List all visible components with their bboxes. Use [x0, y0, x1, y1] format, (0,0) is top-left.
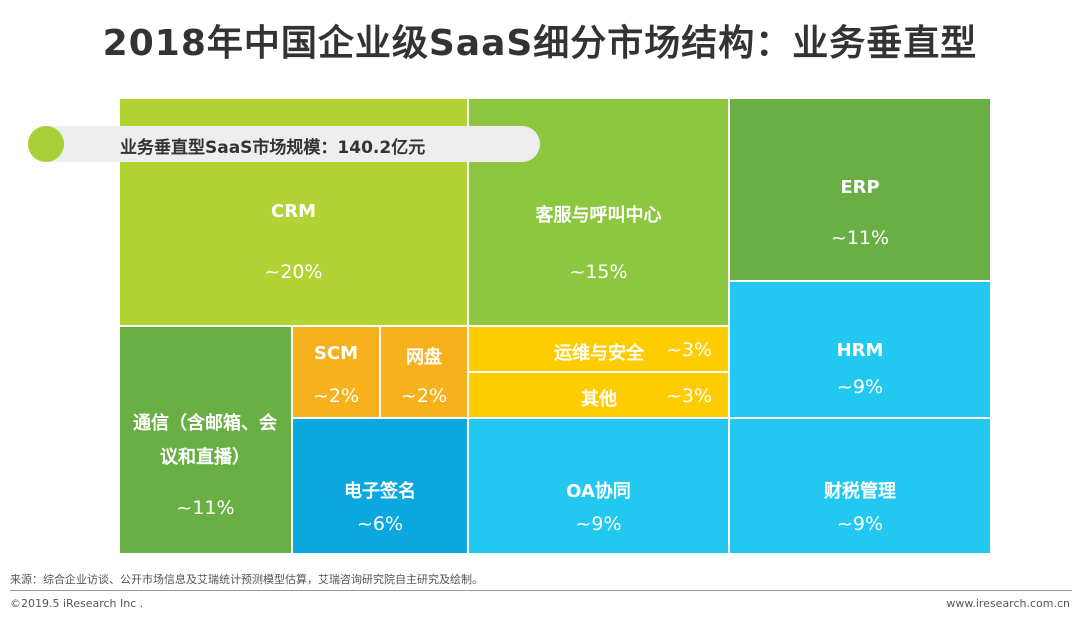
treemap-cell: 通信（含邮箱、会议和直播） ~11%	[120, 327, 291, 553]
cell-label: SCM	[313, 343, 359, 364]
cell-label: 财税管理	[824, 481, 896, 502]
cell-value: ~9%	[836, 376, 884, 398]
market-size-text: 业务垂直型SaaS市场规模：140.2亿元	[120, 138, 426, 158]
treemap-cell: 其他 ~3%	[469, 373, 728, 417]
cell-value: ~9%	[575, 513, 622, 535]
cell-value: ~3%	[665, 339, 713, 361]
cell-value: ~11%	[176, 497, 235, 519]
treemap-cell: SCM ~2%	[293, 327, 379, 417]
treemap-cell: ERP ~11%	[730, 99, 990, 280]
cell-value: ~3%	[665, 385, 713, 407]
website-link: www.iresearch.com.cn	[946, 597, 1070, 610]
cell-label: 运维与安全	[554, 343, 644, 364]
treemap-cell: 运维与安全 ~3%	[469, 327, 728, 371]
cell-label: HRM	[836, 340, 884, 361]
cell-label: 客服与呼叫中心	[535, 205, 662, 226]
treemap-cell: OA协同 ~9%	[469, 419, 728, 553]
banner-dot-icon	[28, 126, 64, 162]
market-size-banner: 业务垂直型SaaS市场规模：140.2亿元	[28, 126, 540, 162]
cell-value: ~15%	[569, 261, 628, 283]
cell-value: ~6%	[356, 513, 404, 535]
source-note: 来源：综合企业访谈、公开市场信息及艾瑞统计预测模型估算，艾瑞咨询研究院自主研究及…	[10, 573, 483, 586]
footer-divider	[10, 590, 1072, 591]
cell-label: 网盘	[406, 347, 442, 368]
cell-value: ~2%	[400, 385, 448, 407]
cell-value: ~9%	[836, 513, 884, 535]
cell-label: OA协同	[566, 481, 631, 502]
copyright: ©2019.5 iResearch Inc .	[10, 597, 144, 610]
treemap-cell: 财税管理 ~9%	[730, 419, 990, 553]
page-title: 2018年中国企业级SaaS细分市场结构：业务垂直型	[102, 23, 978, 64]
cell-value: ~20%	[264, 261, 323, 283]
treemap-cell: 电子签名 ~6%	[293, 419, 467, 553]
cell-value: ~11%	[830, 227, 890, 249]
treemap-cell: 网盘 ~2%	[381, 327, 467, 417]
cell-label: CRM	[271, 201, 316, 222]
cell-label: ERP	[840, 177, 880, 198]
cell-value: ~2%	[312, 385, 360, 407]
cell-label: 电子签名	[344, 481, 416, 502]
treemap-cell: HRM ~9%	[730, 282, 990, 417]
cell-label: 其他	[581, 389, 617, 410]
cell-label: 通信（含邮箱、会议和直播）	[133, 413, 277, 468]
